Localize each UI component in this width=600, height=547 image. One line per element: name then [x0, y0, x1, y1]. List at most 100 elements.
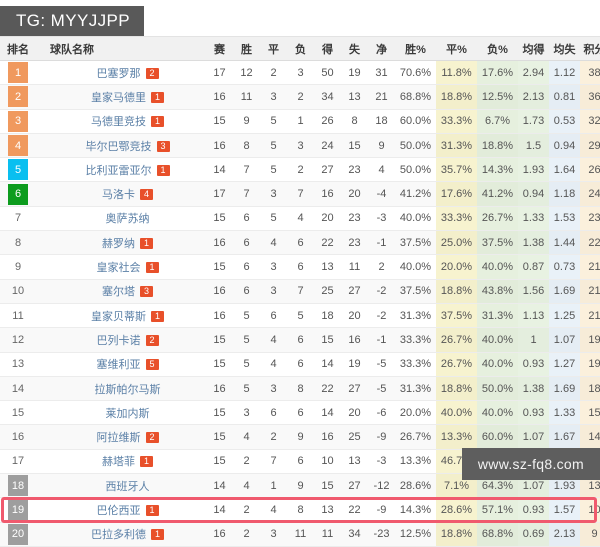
- team-cell[interactable]: 赫塔菲 1: [36, 449, 206, 475]
- team-name[interactable]: 西班牙人: [105, 480, 150, 493]
- team-name[interactable]: 赫罗纳: [102, 237, 135, 250]
- team-cell[interactable]: 塞维利亚 5: [36, 352, 206, 377]
- cell-played: 15: [206, 206, 233, 232]
- table-row[interactable]: 6 马洛卡 4 17 7 3 7 16 20 -4 41.2% 17.6% 41.2% 0.94 1.18 2…: [0, 181, 600, 207]
- cell-draw: 5: [260, 157, 287, 183]
- team-cell[interactable]: 西班牙人: [36, 473, 206, 499]
- col-header-drawpct[interactable]: 平%: [436, 36, 477, 61]
- table-row[interactable]: 5 比利亚雷亚尔 1 14 7 5 2 27 23 4 50.0% 35.7% 14.3% 1.93 1.6…: [0, 157, 600, 183]
- col-header-avggf[interactable]: 均得: [518, 36, 549, 61]
- cell-points: 29: [580, 133, 600, 159]
- table-row[interactable]: 7 奥萨苏纳 15 6 5 4 20 23 -3 40.0% 33.3% 26.7% 1.33 1.53 2…: [0, 206, 600, 232]
- table-row[interactable]: 19 巴伦西亚 1 14 2 4 8 13 22 -9 14.3% 28.6% 57.1% 0.93 1.5…: [0, 497, 600, 523]
- team-form-badge: 1: [140, 456, 153, 468]
- team-cell[interactable]: 毕尔巴鄂竞技 3: [36, 133, 206, 159]
- team-name[interactable]: 马德里竞技: [91, 116, 146, 129]
- table-row[interactable]: 3 马德里竞技 1 15 9 5 1 26 8 18 60.0% 33.3% 6.7% 1.73 0.53 3…: [0, 109, 600, 134]
- team-name[interactable]: 马洛卡: [102, 189, 135, 202]
- table-row[interactable]: 4 毕尔巴鄂竞技 3 16 8 5 3 24 15 9 50.0% 31.3% 18.8% 1.5 0.94…: [0, 133, 600, 159]
- cell-played: 16: [206, 84, 233, 110]
- table-row[interactable]: 2 皇家马德里 1 16 11 3 2 34 13 21 68.8% 18.8% 12.5% 2.13 0.…: [0, 84, 600, 110]
- table-row[interactable]: 11 皇家贝蒂斯 1 16 5 6 5 18 20 -2 31.3% 37.5% 31.3% 1.13 1.…: [0, 303, 600, 329]
- cell-losspct: 40.0%: [477, 400, 518, 426]
- table-row[interactable]: 10 塞尔塔 3 16 6 3 7 25 27 -2 37.5% 18.8% 43.8% 1.56 1.69…: [0, 279, 600, 304]
- team-form-badge: 2: [145, 67, 159, 79]
- col-header-gd[interactable]: 净: [368, 36, 395, 61]
- team-name[interactable]: 塞维利亚: [96, 359, 141, 372]
- team-cell[interactable]: 皇家贝蒂斯 1: [36, 303, 206, 329]
- table-row[interactable]: 14 拉斯帕尔马斯 16 5 3 8 22 27 -5 31.3% 18.8% 50.0% 1.38 1.…: [0, 376, 600, 402]
- cell-avgga: 1.18: [549, 181, 580, 207]
- cell-gd: 9: [368, 133, 395, 159]
- team-cell[interactable]: 塞尔塔 3: [36, 279, 206, 304]
- col-header-played[interactable]: 赛: [206, 36, 233, 61]
- team-name[interactable]: 皇家贝蒂斯: [91, 310, 146, 323]
- team-cell[interactable]: 马洛卡 4: [36, 181, 206, 207]
- team-name[interactable]: 阿拉维斯: [96, 432, 141, 445]
- team-name[interactable]: 比利亚雷亚尔: [85, 164, 152, 177]
- team-cell[interactable]: 巴拉多利德 1: [36, 522, 206, 547]
- col-header-loss[interactable]: 负: [287, 36, 314, 61]
- table-row[interactable]: 15 莱加内斯 15 3 6 6 14 20 -6 20.0% 40.0% 40.0% 0.93 1.33…: [0, 400, 600, 426]
- team-cell[interactable]: 赫罗纳 1: [36, 230, 206, 256]
- team-name[interactable]: 皇家社会: [96, 262, 141, 275]
- cell-ga: 25: [341, 424, 368, 450]
- team-form-badge: 1: [151, 116, 164, 128]
- col-header-rank[interactable]: 排名: [0, 36, 36, 61]
- table-row[interactable]: 20 巴拉多利德 1 16 2 3 11 11 34 -23 12.5% 18.8% 68.8% 0.69…: [0, 522, 600, 547]
- rank-badge: 14: [11, 382, 25, 395]
- team-cell[interactable]: 巴塞罗那 2: [36, 60, 206, 86]
- team-name[interactable]: 巴拉多利德: [91, 529, 146, 542]
- table-row[interactable]: 1 巴塞罗那 2 17 12 2 3 50 19 31 70.6% 11.8% 17.6% 2.94 1.1…: [0, 60, 600, 86]
- cell-winpct: 37.5%: [395, 279, 436, 304]
- cell-points: 9: [580, 522, 600, 547]
- team-name[interactable]: 赫塔菲: [102, 456, 135, 469]
- table-row[interactable]: 12 巴列卡诺 2 15 5 4 6 15 16 -1 33.3% 26.7% 40.0% 1 1.07 19: [0, 327, 600, 353]
- team-cell[interactable]: 比利亚雷亚尔 1: [36, 157, 206, 183]
- team-cell[interactable]: 巴伦西亚 1: [36, 497, 206, 523]
- cell-ga: 22: [341, 497, 368, 523]
- team-cell[interactable]: 巴列卡诺 2: [36, 327, 206, 353]
- table-row[interactable]: 9 皇家社会 1 15 6 3 6 13 11 2 40.0% 20.0% 40.0% 0.87 0.73 2…: [0, 254, 600, 280]
- col-header-avgga[interactable]: 均失: [549, 36, 580, 61]
- team-name[interactable]: 莱加内斯: [105, 407, 150, 420]
- team-cell[interactable]: 拉斯帕尔马斯: [36, 376, 206, 402]
- team-name[interactable]: 皇家马德里: [91, 91, 146, 104]
- cell-losspct: 41.2%: [477, 181, 518, 207]
- cell-winpct: 33.3%: [395, 352, 436, 377]
- cell-drawpct: 11.8%: [436, 60, 477, 86]
- col-header-points[interactable]: 积分: [580, 36, 600, 61]
- col-header-draw[interactable]: 平: [260, 36, 287, 61]
- team-cell[interactable]: 阿拉维斯 2: [36, 424, 206, 450]
- team-name[interactable]: 巴列卡诺: [96, 334, 141, 347]
- team-name[interactable]: 拉斯帕尔马斯: [94, 383, 161, 396]
- team-cell[interactable]: 皇家马德里 1: [36, 84, 206, 110]
- team-cell[interactable]: 皇家社会 1: [36, 254, 206, 280]
- team-cell[interactable]: 莱加内斯: [36, 400, 206, 426]
- col-header-losspct[interactable]: 负%: [477, 36, 518, 61]
- cell-avggf: 1.56: [518, 279, 549, 304]
- team-name[interactable]: 毕尔巴鄂竞技: [85, 140, 152, 153]
- team-name[interactable]: 巴伦西亚: [96, 504, 141, 517]
- cell-drawpct: 18.8%: [436, 522, 477, 547]
- cell-losspct: 37.5%: [477, 230, 518, 256]
- cell-played: 15: [206, 352, 233, 377]
- col-header-ga[interactable]: 失: [341, 36, 368, 61]
- table-row[interactable]: 16 阿拉维斯 2 15 4 2 9 16 25 -9 26.7% 13.3% 60.0% 1.07 1.6…: [0, 424, 600, 450]
- cell-avgga: 0.73: [549, 254, 580, 280]
- cell-avgga: 1.25: [549, 303, 580, 329]
- table-row[interactable]: 13 塞维利亚 5 15 5 4 6 14 19 -5 33.3% 26.7% 40.0% 0.93 1.2…: [0, 352, 600, 377]
- team-name[interactable]: 塞尔塔: [102, 286, 135, 299]
- col-header-winpct[interactable]: 胜%: [395, 36, 436, 61]
- table-row[interactable]: 8 赫罗纳 1 16 6 4 6 22 23 -1 37.5% 25.0% 37.5% 1.38 1.44 2…: [0, 230, 600, 256]
- rank-badge: 13: [11, 358, 25, 371]
- col-header-team[interactable]: 球队名称: [36, 36, 206, 61]
- team-cell[interactable]: 马德里竞技 1: [36, 109, 206, 134]
- col-header-win[interactable]: 胜: [233, 36, 260, 61]
- cell-points: 24: [580, 181, 600, 207]
- cell-winpct: 40.0%: [395, 254, 436, 280]
- team-name[interactable]: 奥萨苏纳: [105, 213, 150, 226]
- team-cell[interactable]: 奥萨苏纳: [36, 206, 206, 232]
- team-name[interactable]: 巴塞罗那: [96, 67, 141, 80]
- col-header-gf[interactable]: 得: [314, 36, 341, 61]
